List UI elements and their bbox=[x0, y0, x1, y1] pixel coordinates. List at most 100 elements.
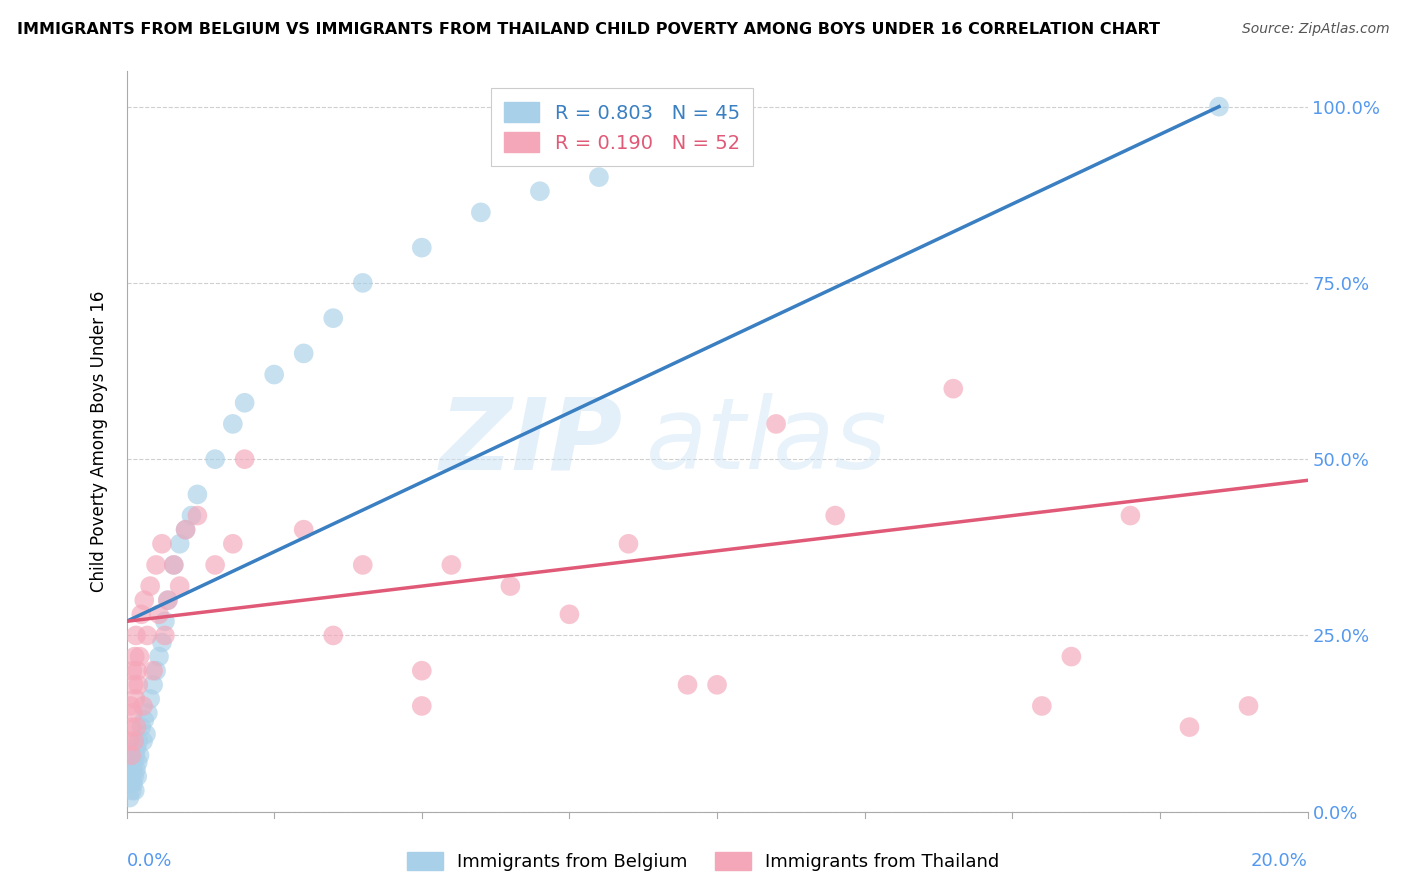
Point bbox=[148, 649, 170, 664]
Point bbox=[411, 698, 433, 713]
Point bbox=[139, 692, 162, 706]
Point bbox=[122, 734, 145, 748]
Point bbox=[156, 593, 179, 607]
Point bbox=[120, 748, 142, 763]
Point bbox=[125, 763, 148, 777]
Point bbox=[204, 452, 226, 467]
Point bbox=[440, 558, 463, 572]
Point bbox=[127, 769, 149, 783]
Point bbox=[145, 558, 167, 572]
Text: 0.0%: 0.0% bbox=[127, 853, 172, 871]
Point bbox=[153, 628, 176, 642]
Point bbox=[122, 678, 145, 692]
Point bbox=[292, 346, 315, 360]
Point bbox=[352, 276, 374, 290]
Point bbox=[134, 593, 156, 607]
Point bbox=[706, 678, 728, 692]
Point bbox=[352, 558, 374, 572]
Point bbox=[150, 537, 173, 551]
Point bbox=[118, 734, 141, 748]
Point bbox=[118, 790, 141, 805]
Point bbox=[121, 763, 143, 777]
Point bbox=[148, 607, 170, 622]
Point bbox=[322, 628, 344, 642]
Text: IMMIGRANTS FROM BELGIUM VS IMMIGRANTS FROM THAILAND CHILD POVERTY AMONG BOYS UND: IMMIGRANTS FROM BELGIUM VS IMMIGRANTS FR… bbox=[17, 22, 1160, 37]
Point bbox=[124, 649, 146, 664]
Point bbox=[121, 664, 143, 678]
Point bbox=[128, 649, 150, 664]
Point bbox=[1178, 720, 1201, 734]
Point bbox=[125, 741, 148, 756]
Point bbox=[132, 734, 155, 748]
Legend: R = 0.803   N = 45, R = 0.190   N = 52: R = 0.803 N = 45, R = 0.190 N = 52 bbox=[491, 88, 754, 167]
Text: 20.0%: 20.0% bbox=[1251, 853, 1308, 871]
Y-axis label: Child Poverty Among Boys Under 16: Child Poverty Among Boys Under 16 bbox=[90, 291, 108, 592]
Point bbox=[136, 706, 159, 720]
Text: Source: ZipAtlas.com: Source: ZipAtlas.com bbox=[1241, 22, 1389, 37]
Point bbox=[174, 523, 197, 537]
Point bbox=[588, 170, 610, 185]
Point bbox=[132, 698, 155, 713]
Point bbox=[169, 537, 191, 551]
Point bbox=[120, 698, 142, 713]
Point bbox=[124, 783, 146, 797]
Point bbox=[174, 523, 197, 537]
Point bbox=[127, 756, 149, 770]
Point bbox=[322, 311, 344, 326]
Point bbox=[145, 664, 167, 678]
Point bbox=[135, 727, 157, 741]
Point bbox=[169, 579, 191, 593]
Point bbox=[120, 776, 142, 790]
Text: ZIP: ZIP bbox=[440, 393, 623, 490]
Point bbox=[128, 748, 150, 763]
Point bbox=[942, 382, 965, 396]
Text: atlas: atlas bbox=[647, 393, 887, 490]
Point bbox=[121, 783, 143, 797]
Point bbox=[125, 720, 148, 734]
Point bbox=[499, 579, 522, 593]
Point bbox=[1208, 100, 1230, 114]
Point bbox=[163, 558, 186, 572]
Point bbox=[150, 635, 173, 649]
Point bbox=[129, 607, 153, 622]
Point bbox=[136, 628, 159, 642]
Point bbox=[122, 776, 145, 790]
Point bbox=[233, 396, 256, 410]
Point bbox=[124, 748, 146, 763]
Point bbox=[139, 579, 162, 593]
Point bbox=[156, 593, 179, 607]
Point bbox=[127, 664, 149, 678]
Point bbox=[120, 769, 142, 783]
Point bbox=[121, 720, 143, 734]
Point bbox=[125, 628, 148, 642]
Point bbox=[558, 607, 581, 622]
Point bbox=[122, 706, 145, 720]
Point bbox=[617, 537, 640, 551]
Point bbox=[529, 184, 551, 198]
Point bbox=[263, 368, 285, 382]
Point bbox=[186, 508, 208, 523]
Point bbox=[142, 664, 165, 678]
Point bbox=[124, 692, 146, 706]
Point bbox=[470, 205, 492, 219]
Point bbox=[122, 756, 145, 770]
Point bbox=[765, 417, 787, 431]
Point bbox=[824, 508, 846, 523]
Point bbox=[1237, 698, 1260, 713]
Point bbox=[204, 558, 226, 572]
Point bbox=[222, 417, 245, 431]
Point bbox=[1119, 508, 1142, 523]
Legend: Immigrants from Belgium, Immigrants from Thailand: Immigrants from Belgium, Immigrants from… bbox=[399, 845, 1007, 879]
Point bbox=[127, 734, 149, 748]
Point bbox=[1031, 698, 1053, 713]
Point bbox=[134, 713, 156, 727]
Point bbox=[186, 487, 208, 501]
Point bbox=[163, 558, 186, 572]
Point bbox=[122, 769, 145, 783]
Point bbox=[292, 523, 315, 537]
Point bbox=[127, 678, 149, 692]
Point bbox=[142, 678, 165, 692]
Point bbox=[129, 720, 153, 734]
Point bbox=[233, 452, 256, 467]
Point bbox=[153, 615, 176, 629]
